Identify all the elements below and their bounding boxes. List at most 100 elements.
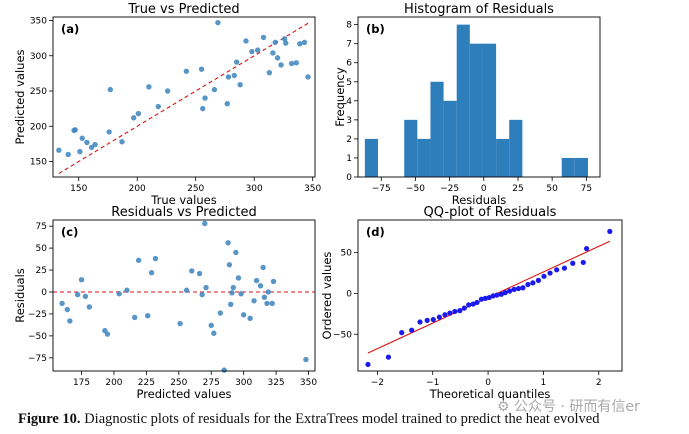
- data-point: [261, 294, 268, 300]
- y-tick-label: 75: [36, 222, 47, 232]
- y-tick-label: 150: [30, 157, 47, 167]
- qq-point: [417, 319, 423, 325]
- data-point: [198, 66, 205, 72]
- x-tick-label: −50: [406, 184, 425, 194]
- data-point: [74, 291, 81, 298]
- y-tick-label: 25: [36, 266, 47, 276]
- plot-frame: [357, 219, 623, 372]
- data-point: [56, 147, 62, 153]
- chart-title: True vs Predicted: [127, 2, 239, 17]
- qq-point: [430, 316, 436, 323]
- data-point: [64, 306, 70, 313]
- qq-point: [583, 245, 590, 252]
- y-tick-label: 0: [346, 289, 352, 299]
- qq-point: [561, 265, 568, 271]
- data-point: [297, 41, 303, 47]
- qq-point: [570, 260, 576, 266]
- data-point: [274, 55, 281, 61]
- data-point: [237, 81, 243, 88]
- x-tick-label: 300: [235, 378, 252, 388]
- chart-title: Residuals vs Predicted: [111, 205, 256, 220]
- data-point: [221, 367, 227, 373]
- data-point: [135, 257, 142, 264]
- data-point: [202, 95, 208, 101]
- data-point: [183, 68, 190, 74]
- qq-point: [502, 290, 508, 296]
- y-tick-label: 6: [346, 59, 352, 69]
- data-point: [247, 315, 253, 322]
- data-point: [116, 291, 122, 297]
- data-point: [92, 141, 98, 148]
- y-tick-label: 250: [30, 87, 47, 97]
- x-tick-label: 300: [246, 184, 263, 194]
- data-point: [238, 291, 244, 297]
- x-tick-label: −2: [371, 378, 384, 388]
- y-tick-label: 50: [36, 244, 48, 254]
- figure-caption: Figure 10. Diagnostic plots of residuals…: [18, 411, 689, 428]
- qq-point: [547, 270, 553, 276]
- y-tick-label: 350: [30, 17, 47, 27]
- x-tick-label: 175: [73, 378, 90, 388]
- data-point: [135, 110, 142, 117]
- data-point: [177, 320, 183, 327]
- data-point: [288, 60, 295, 67]
- data-point: [254, 47, 261, 53]
- data-point: [77, 148, 83, 155]
- data-point: [249, 48, 255, 55]
- x-tick-label: 350: [304, 184, 321, 194]
- chart-panel-1: True vs Predicted 150 200 250 300 350 150 200 25…: [13, 2, 322, 207]
- data-point: [293, 60, 299, 66]
- panel-label: (d): [366, 225, 385, 239]
- qq-point: [474, 299, 480, 306]
- x-tick-label: −75: [372, 184, 391, 194]
- chart-title: QQ-plot of Residuals: [424, 205, 557, 220]
- data-point: [84, 139, 90, 146]
- data-point: [251, 298, 257, 304]
- y-tick-label: 200: [30, 122, 47, 132]
- qq-point: [515, 285, 522, 292]
- data-point: [265, 289, 272, 295]
- x-tick-label: 325: [267, 378, 284, 388]
- data-point: [243, 38, 249, 44]
- histogram-bar: [469, 43, 483, 177]
- x-tick-label: 0: [485, 378, 491, 388]
- identity-line: [58, 22, 310, 174]
- qq-point: [482, 295, 488, 301]
- data-point: [231, 72, 237, 79]
- data-point: [131, 115, 137, 121]
- histogram-bar: [430, 81, 444, 177]
- data-point: [148, 269, 155, 276]
- data-point: [257, 283, 264, 289]
- y-tick-label: 0: [41, 288, 47, 298]
- qq-point: [478, 296, 485, 302]
- data-point: [104, 331, 111, 337]
- data-point: [164, 88, 171, 94]
- chart-title: Histogram of Residuals: [404, 2, 554, 17]
- data-point: [183, 287, 190, 293]
- data-point: [230, 284, 236, 291]
- data-point: [211, 86, 218, 93]
- data-point: [217, 310, 224, 316]
- qq-point: [436, 314, 442, 320]
- chart-panel-2: Histogram of Residuals−75 −50 −25 0 25 50 7501…: [333, 2, 601, 207]
- data-point: [264, 300, 270, 307]
- data-point: [119, 139, 125, 145]
- data-point: [200, 105, 206, 112]
- qq-point: [385, 354, 392, 360]
- x-tick-label: 50: [546, 184, 558, 194]
- data-point: [225, 240, 231, 246]
- histogram-bar: [364, 138, 378, 177]
- y-tick-label: 3: [346, 116, 352, 126]
- y-tick-label: 2: [346, 135, 352, 145]
- data-point: [203, 284, 209, 291]
- y-tick-label: 7: [346, 40, 352, 50]
- qq-point: [580, 259, 586, 266]
- histogram-bar: [456, 24, 470, 177]
- qq-point: [520, 285, 526, 291]
- histogram-bar: [574, 157, 588, 177]
- y-tick-label: 50: [341, 249, 353, 259]
- y-tick-label: 5: [346, 78, 352, 88]
- qq-point: [607, 228, 613, 235]
- y-tick-label: −75: [28, 354, 47, 364]
